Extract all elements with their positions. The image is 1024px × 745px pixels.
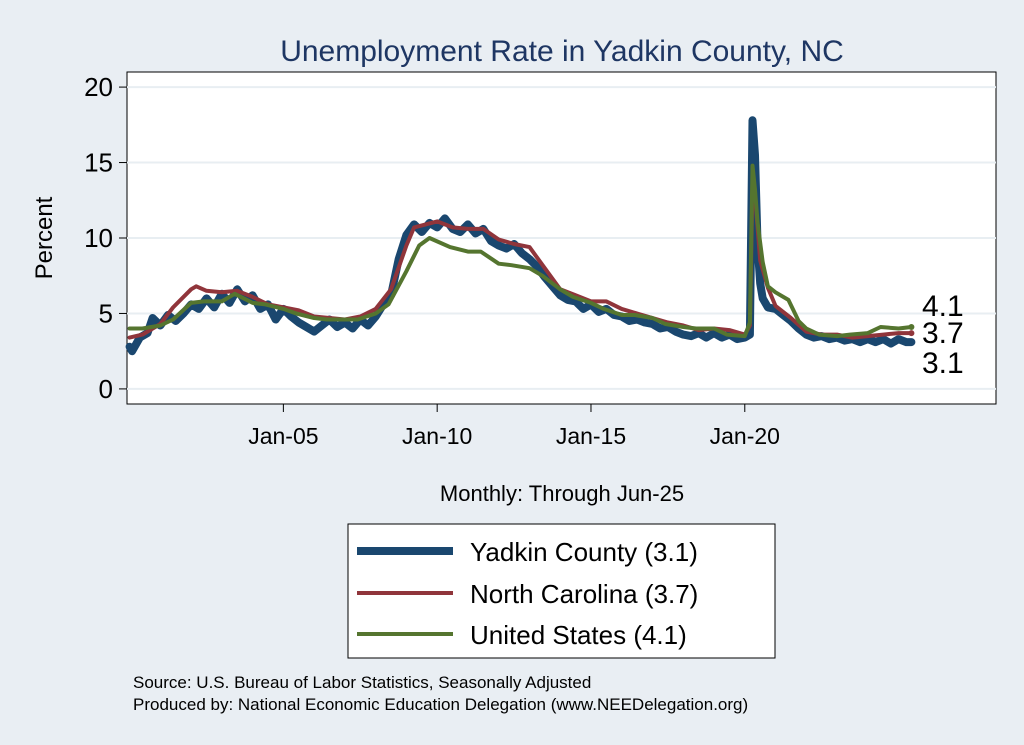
legend: Yadkin County (3.1) North Carolina (3.7)… xyxy=(347,523,776,659)
series-line-2 xyxy=(127,163,914,339)
source-note: Source: U.S. Bureau of Labor Statistics,… xyxy=(133,673,591,692)
series-end-marker-2 xyxy=(908,324,915,331)
legend-label-north-carolina: North Carolina (3.7) xyxy=(470,579,698,609)
end-value-label: 3.7 xyxy=(922,317,964,350)
x-tick-label: Jan-10 xyxy=(402,423,472,449)
y-tick-label: 10 xyxy=(84,223,113,253)
series-line-1 xyxy=(127,183,914,340)
end-value-label: 4.1 xyxy=(922,290,964,323)
series-lines xyxy=(125,116,916,356)
legend-label-yadkin: Yadkin County (3.1) xyxy=(470,537,698,567)
x-tick-label: Jan-15 xyxy=(556,423,626,449)
y-tick-label: 0 xyxy=(99,374,113,404)
y-tick-label: 15 xyxy=(84,148,113,178)
chart-title: Unemployment Rate in Yadkin County, NC xyxy=(280,35,844,68)
producer-note: Produced by: National Economic Education… xyxy=(133,695,748,714)
y-tick-label: 20 xyxy=(84,72,113,102)
x-axis-label: Monthly: Through Jun-25 xyxy=(440,481,684,506)
end-value-label: 3.1 xyxy=(922,347,964,380)
series-end-marker-1 xyxy=(908,330,915,337)
end-labels: 4.13.73.1 xyxy=(922,290,964,380)
series-end-marker-0 xyxy=(908,339,915,346)
series-line-0 xyxy=(125,116,916,356)
y-tick-label: 5 xyxy=(99,298,113,328)
x-tick-label: Jan-05 xyxy=(248,423,318,449)
axes: 0 5 10 15 20 Jan-05 Jan-10 Jan-15 Jan-20 xyxy=(84,72,780,449)
y-axis-label: Percent xyxy=(31,196,58,279)
x-tick-label: Jan-20 xyxy=(710,423,780,449)
legend-label-united-states: United States (4.1) xyxy=(470,620,687,650)
